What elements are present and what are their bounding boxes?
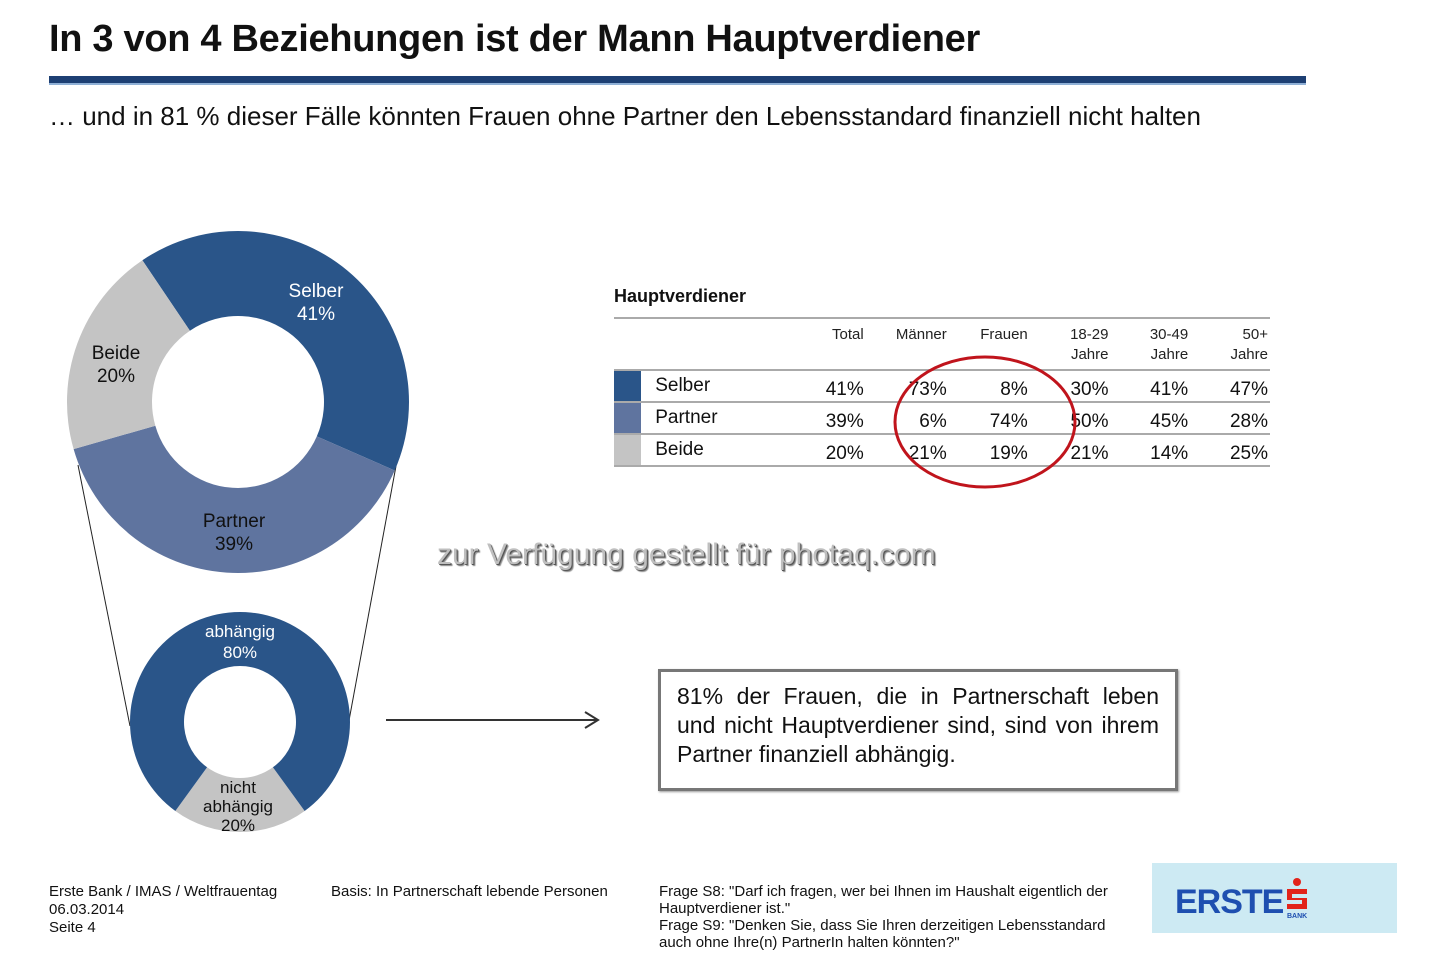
connector-line-right <box>347 465 397 727</box>
footer-page: Seite 4 <box>49 919 96 936</box>
row-swatch <box>614 370 642 402</box>
sparkasse-s-icon <box>1287 878 1307 909</box>
label-abhaengig: abhängig <box>205 622 275 641</box>
connector-line-left <box>77 464 131 727</box>
footer-question-s9: Frage S9: "Denken Sie, dass Sie Ihren de… <box>659 917 1106 951</box>
row-swatch <box>614 402 642 434</box>
col-header: Frauen <box>980 326 1028 343</box>
row-label: Partner <box>655 407 718 428</box>
label-beide: Beide <box>92 343 141 364</box>
cell: 50% <box>1070 411 1109 432</box>
table-row: Partner 39% 6% 74% 50% 45% 28% <box>614 402 1270 434</box>
slice-selber <box>142 231 409 471</box>
col-header: Total <box>832 326 864 343</box>
label-abhaengig-pct: 80% <box>223 643 257 662</box>
logo-text: ERSTE <box>1175 883 1284 921</box>
logo-subtext: BANK <box>1287 913 1307 920</box>
watermark: zur Verfügung gestellt für photaq.com <box>437 538 936 571</box>
callout-box: 81% der Frauen, die in Partnerschaft leb… <box>658 669 1178 791</box>
label-partner: Partner <box>203 511 266 532</box>
cell: 21% <box>908 443 947 464</box>
cell: 25% <box>1229 443 1268 464</box>
cell: 47% <box>1229 379 1268 400</box>
table-row: Selber 41% 73% 8% 30% 41% 47% <box>614 370 1270 402</box>
table-row: Beide 20% 21% 19% 21% 14% 25% <box>614 434 1270 466</box>
title-divider <box>49 76 1306 85</box>
cell: 73% <box>908 379 947 400</box>
cell: 6% <box>919 411 947 432</box>
row-label: Beide <box>655 439 704 460</box>
col-header: 30-49 Jahre <box>1149 326 1189 363</box>
cell: 8% <box>1000 379 1028 400</box>
footer-source: Erste Bank / IMAS / Weltfrauentag 06.03.… <box>49 883 277 937</box>
highlight-ellipse <box>893 355 1077 489</box>
footer-date: 06.03.2014 <box>49 901 125 918</box>
row-swatch <box>614 434 642 466</box>
table-title: Hauptverdiener <box>614 286 747 306</box>
slice-nicht-abhängig <box>175 767 305 832</box>
label-nicht-pct: 20% <box>221 816 255 835</box>
cell: 39% <box>825 411 864 432</box>
slice-beide <box>66 260 190 450</box>
row-label: Selber <box>655 375 711 396</box>
cell: 28% <box>1229 411 1268 432</box>
col-header: 18-29 Jahre <box>1070 326 1109 363</box>
footer-question-s8: Frage S8: "Darf ich fragen, wer bei Ihne… <box>659 883 1108 917</box>
label-selber-pct: 41% <box>297 304 335 325</box>
slice-abhängig <box>129 612 351 811</box>
donut-abhaengigkeit <box>129 612 351 832</box>
cell: 41% <box>825 379 864 400</box>
highlight-circle <box>893 355 1077 489</box>
footer-questions: Frage S8: "Darf ich fragen, wer bei Ihne… <box>659 883 1129 951</box>
erste-bank-logo: ERSTE BANK <box>1152 863 1397 933</box>
footer-source-line: Erste Bank / IMAS / Weltfrauentag <box>49 883 278 900</box>
cell: 14% <box>1150 443 1189 464</box>
label-beide-pct: 20% <box>97 366 135 387</box>
col-header: 50+ Jahre <box>1230 326 1268 363</box>
page-title: In 3 von 4 Beziehungen ist der Mann Haup… <box>49 18 980 60</box>
slice-partner <box>73 425 395 574</box>
cell: 21% <box>1070 443 1109 464</box>
table-header-row: Total Männer Frauen 18-29 Jahre 30-49 Jahr… <box>614 318 1270 370</box>
page-subtitle: … und in 81 % dieser Fälle könnten Fraue… <box>49 101 1201 131</box>
footer-basis: Basis: In Partnerschaft lebende Personen <box>331 883 608 900</box>
label-nicht: nicht <box>220 778 256 797</box>
col-header: Männer <box>895 326 947 343</box>
cell: 41% <box>1150 379 1189 400</box>
cell: 74% <box>989 411 1028 432</box>
donut-hauptverdiener <box>66 231 409 574</box>
cell: 19% <box>989 443 1028 464</box>
cell: 30% <box>1070 379 1109 400</box>
label-selber: Selber <box>289 281 345 302</box>
cell: 20% <box>825 443 864 464</box>
cell: 45% <box>1150 411 1189 432</box>
label-nicht-abhaengig: abhängig <box>203 797 273 816</box>
arrow-icon <box>386 711 600 729</box>
label-partner-pct: 39% <box>215 534 253 555</box>
hauptverdiener-table: Hauptverdiener Total Männer Frauen 18-29… <box>614 286 1270 467</box>
donut-charts: Selber 41% Beide 20% Partner 39% abhängi… <box>66 231 600 835</box>
